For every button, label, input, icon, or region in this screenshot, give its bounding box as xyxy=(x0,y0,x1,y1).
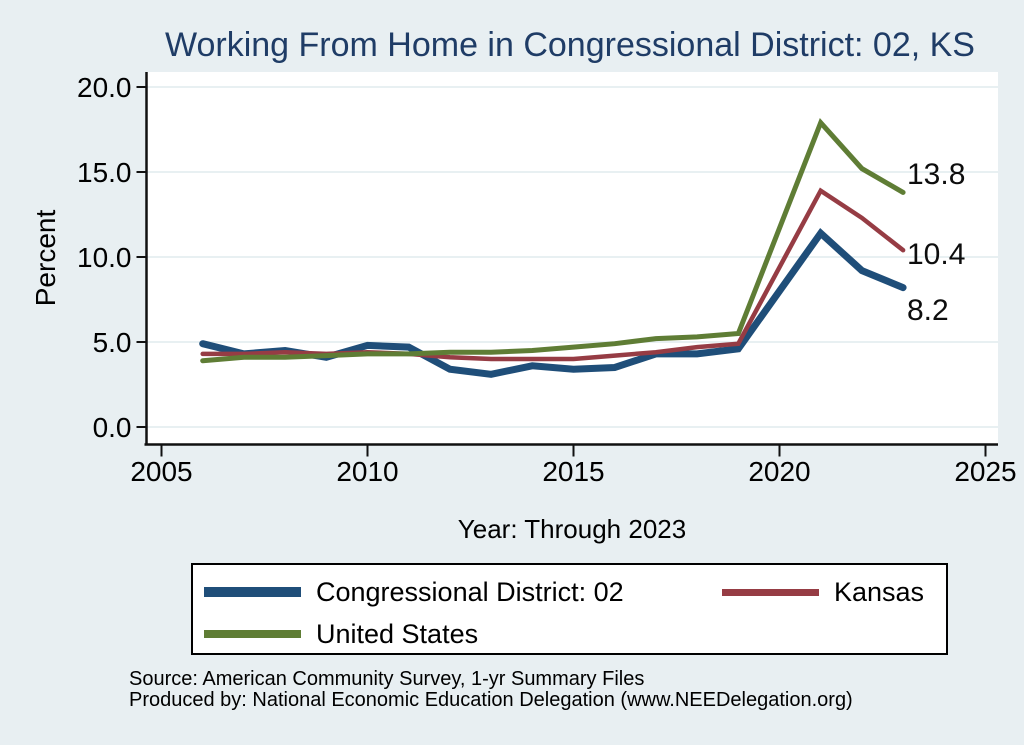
x-tick-label: 2010 xyxy=(336,456,398,487)
y-tick-label: 0.0 xyxy=(93,412,132,443)
end-value-label-united-states: 13.8 xyxy=(907,158,966,191)
source-note: Source: American Community Survey, 1-yr … xyxy=(129,669,853,711)
y-tick-label: 15.0 xyxy=(77,157,132,188)
legend-item-district: Congressional District: 02 xyxy=(204,574,624,610)
x-tick-label: 2020 xyxy=(748,456,810,487)
y-tick-label: 10.0 xyxy=(77,242,132,273)
series-line-kansas xyxy=(200,187,906,362)
source-line: Source: American Community Survey, 1-yr … xyxy=(129,668,645,690)
y-tick-label: 20.0 xyxy=(77,72,132,103)
end-value-label-kansas: 10.4 xyxy=(907,238,966,271)
legend-item-kansas: Kansas xyxy=(722,574,924,610)
legend-label-united-states: United States xyxy=(316,618,479,649)
legend-swatch-district xyxy=(204,587,301,597)
legend-item-united-states: United States xyxy=(204,616,478,652)
x-tick-label: 2025 xyxy=(954,456,1016,487)
end-value-label-district: 8.2 xyxy=(907,294,949,327)
x-tick-label: 2015 xyxy=(542,456,604,487)
y-axis-title: Percent xyxy=(30,209,61,307)
chart-title: Working From Home in Congressional Distr… xyxy=(165,26,975,64)
plot-area xyxy=(145,72,998,445)
y-tick-label: 5.0 xyxy=(93,327,132,358)
x-tick-label: 2005 xyxy=(130,456,192,487)
x-axis-title: Year: Through 2023 xyxy=(457,514,687,544)
produced-by-line: Produced by: National Economic Education… xyxy=(129,689,853,711)
series-line-united-states xyxy=(200,118,906,364)
legend-swatch-kansas xyxy=(722,588,819,596)
legend-swatch-united-states xyxy=(204,630,301,638)
legend-label-district: Congressional District: 02 xyxy=(316,576,624,607)
legend: Congressional District: 02 Kansas United… xyxy=(191,563,948,655)
legend-label-kansas: Kansas xyxy=(834,576,925,607)
